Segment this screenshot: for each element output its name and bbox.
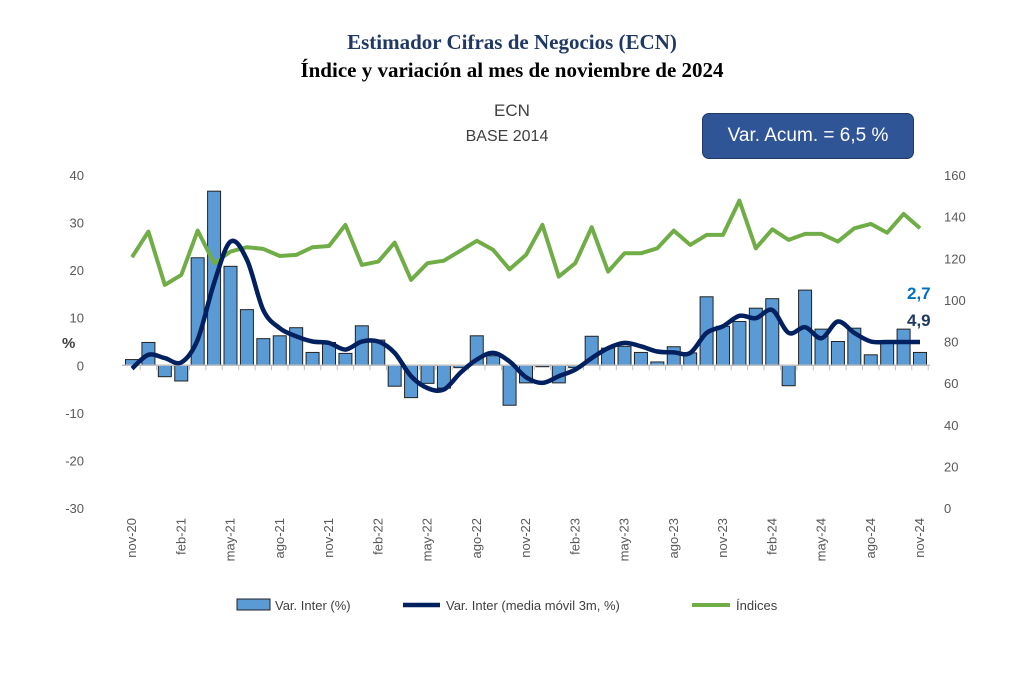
y2-tick-label: 140 — [944, 210, 966, 225]
x-tick-label: nov-22 — [518, 518, 533, 558]
x-tick-label: nov-21 — [321, 518, 336, 558]
bar — [781, 364, 796, 387]
bar — [387, 364, 402, 387]
legend: Var. Inter (%) Var. Inter (media móvil 3… — [236, 598, 778, 613]
last-average-label: 4,9 — [907, 311, 931, 330]
y2-tick-label: 120 — [944, 251, 966, 266]
x-tick-label: ago-23 — [666, 518, 681, 558]
legend-average-label: Var. Inter (media móvil 3m, %) — [446, 598, 620, 613]
x-tick-label: feb-23 — [567, 518, 582, 555]
base-label: BASE 2014 — [465, 128, 549, 145]
x-tick-label: feb-21 — [173, 518, 188, 555]
x-tick-label: nov-23 — [715, 518, 730, 558]
y-tick-label: 20 — [70, 263, 84, 278]
y2-tick-label: 40 — [944, 418, 958, 433]
legend-index-label: Índices — [736, 598, 778, 613]
series-name: ECN — [494, 101, 530, 120]
x-tick-label: ago-22 — [469, 518, 484, 558]
bar — [174, 364, 189, 382]
y-tick-label: -20 — [65, 453, 84, 468]
x-tick-label: may-22 — [420, 518, 435, 561]
bar — [420, 364, 435, 384]
bar — [732, 321, 747, 366]
x-tick-label: feb-22 — [370, 518, 385, 555]
bar — [305, 351, 320, 366]
bar — [880, 342, 895, 366]
accumulated-variation-box: Var. Acum. = 6,5 % — [702, 113, 914, 159]
y-axis-label: % — [62, 335, 75, 352]
x-tick-label: nov-20 — [124, 518, 139, 558]
y-tick-label: 30 — [70, 216, 84, 231]
y-tick-label: 10 — [70, 311, 84, 326]
bar — [338, 352, 353, 366]
y-tick-label: -10 — [65, 406, 84, 421]
bar — [666, 346, 681, 366]
bar — [716, 325, 730, 366]
y-tick-label: 0 — [77, 358, 84, 373]
x-tick-label: ago-24 — [863, 518, 878, 558]
bar — [913, 351, 927, 366]
chart-title: Estimador Cifras de Negocios (ECN) — [347, 30, 677, 54]
legend-bar-swatch — [236, 598, 271, 611]
y2-tick-label: 80 — [944, 335, 958, 350]
y2-tick-label: 0 — [944, 501, 951, 516]
bar — [486, 355, 501, 366]
x-tick-label: nov-24 — [912, 518, 927, 558]
legend-bar-label: Var. Inter (%) — [275, 598, 351, 613]
moving-average-line — [130, 238, 920, 394]
bar — [633, 351, 648, 366]
bar — [239, 309, 254, 366]
bar — [157, 364, 172, 378]
x-tick-label: may-24 — [814, 518, 829, 561]
x-tick-label: may-23 — [617, 518, 632, 561]
y2-tick-label: 160 — [944, 168, 966, 183]
bar — [256, 338, 271, 366]
bar — [863, 354, 878, 366]
last-bar-label: 2,7 — [907, 284, 931, 303]
index-line — [130, 198, 922, 287]
x-tick-label: feb-24 — [764, 518, 779, 555]
bar — [272, 335, 287, 366]
chart-subtitle: Índice y variación al mes de noviembre d… — [300, 58, 724, 82]
bar — [502, 364, 517, 406]
bar — [896, 328, 911, 366]
bar — [617, 345, 632, 366]
y-tick-label: 40 — [70, 168, 84, 183]
y2-tick-label: 20 — [944, 459, 958, 474]
bar — [223, 265, 238, 366]
x-tick-label: may-21 — [223, 518, 238, 561]
x-tick-label: ago-21 — [272, 518, 287, 558]
y-tick-label: -30 — [65, 501, 84, 516]
bar — [830, 341, 845, 366]
y2-tick-label: 60 — [944, 376, 958, 391]
y2-tick-label: 100 — [944, 293, 966, 308]
